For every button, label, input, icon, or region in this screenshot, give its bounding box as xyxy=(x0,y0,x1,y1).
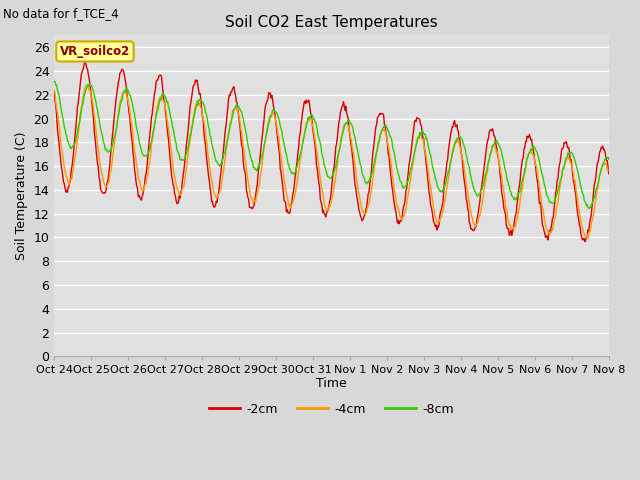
Text: VR_soilco2: VR_soilco2 xyxy=(60,45,130,58)
Legend: -2cm, -4cm, -8cm: -2cm, -4cm, -8cm xyxy=(204,398,459,420)
Y-axis label: Soil Temperature (C): Soil Temperature (C) xyxy=(15,132,28,260)
Text: No data for f_TCE_4: No data for f_TCE_4 xyxy=(3,7,119,20)
X-axis label: Time: Time xyxy=(316,377,347,390)
Title: Soil CO2 East Temperatures: Soil CO2 East Temperatures xyxy=(225,15,438,30)
